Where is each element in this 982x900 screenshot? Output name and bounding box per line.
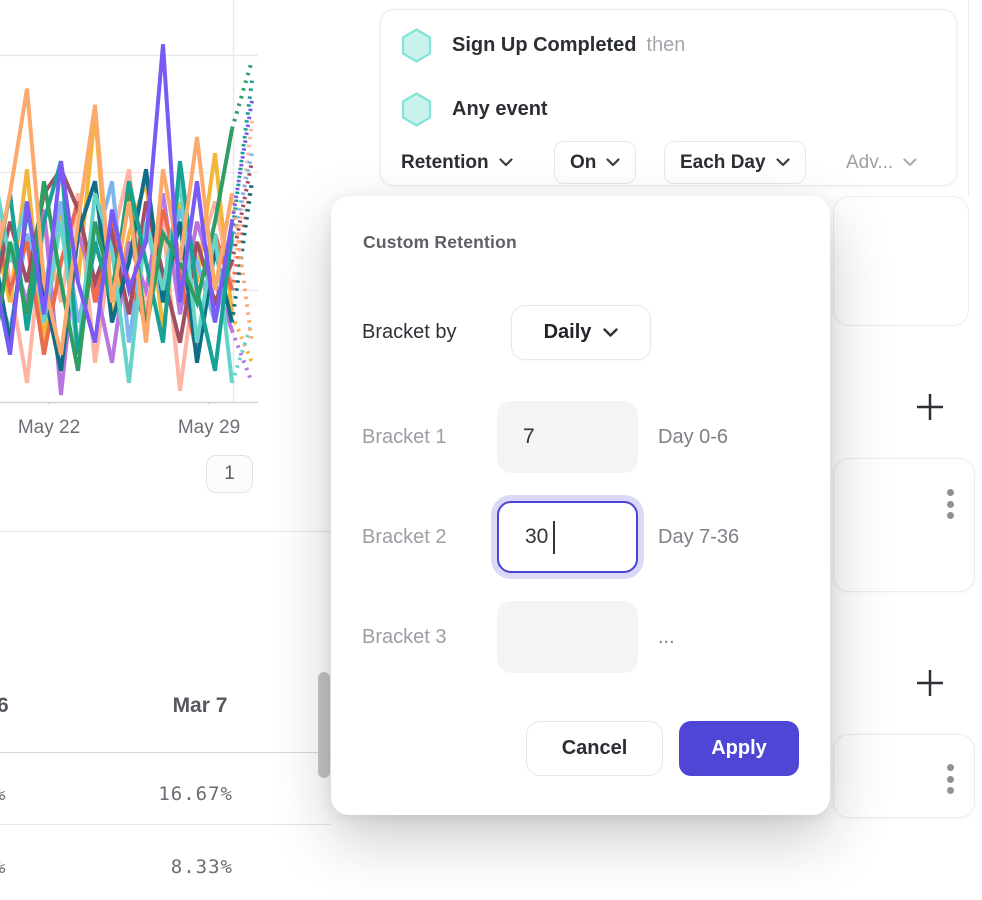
bracket-row-2: Bracket 2 Day 7-36 [331,501,830,573]
kebab-dot [946,764,954,771]
apply-button[interactable]: Apply [679,721,799,776]
chart-line-projection-orange [230,193,254,343]
chevron-down-icon [603,327,619,337]
add-metric-button[interactable] [914,391,946,423]
kebab-dot [946,512,954,519]
retention-chart-svg [0,0,258,404]
table-cell-partial: % [0,783,6,805]
bracket-2-range: Day 7-36 [658,526,740,548]
bracket-by-row: Bracket by Daily [331,305,830,360]
kebab-dot [946,787,954,794]
metric-card [833,458,975,592]
bracket-2-label: Bracket 2 [362,526,447,548]
kebab-menu-button[interactable] [938,489,962,519]
bracket-2-input-focused[interactable] [497,501,638,573]
kebab-dot [946,500,954,508]
text-cursor [553,521,555,554]
bracket-by-label: Bracket by [362,321,457,343]
on-dropdown[interactable]: On [554,141,637,184]
pagination-page-1[interactable]: 1 [206,455,253,493]
bracket-1-range: Day 0-6 [658,426,729,448]
kebab-dot [946,775,954,783]
bracket-3-range: ... [658,626,675,648]
table-cell-partial: % [0,856,6,878]
bracket-row-3: Bracket 3 ... [331,601,830,673]
each-day-dropdown-label: Each Day [680,151,766,173]
table-header-partial: 6 [0,694,9,717]
retention-chart [0,0,262,404]
bracket-row-1: Bracket 1 Day 0-6 [331,401,830,473]
bracket-1-label: Bracket 1 [362,426,447,448]
event-hexagon-icon [401,27,432,63]
table-row-divider [0,824,331,825]
event-step-row[interactable]: Sign Up Completed then [401,26,685,64]
table-cell-value: 16.67% [158,783,233,805]
cancel-button[interactable]: Cancel [526,721,663,776]
query-builder-card: Sign Up Completed then Any event Retentio… [380,9,957,186]
each-day-dropdown[interactable]: Each Day [664,141,806,184]
chart-line-projection-maroon [230,160,254,263]
chart-line-orange [0,88,234,356]
kebab-menu-button[interactable] [938,764,962,794]
x-tick-label-may22: May 22 [17,417,81,438]
modal-buttons: Cancel Apply [331,721,830,776]
bracket-3-input[interactable] [497,601,638,673]
metric-card [833,734,975,818]
right-panel-edge [968,0,969,196]
chart-line-projection-amber [230,313,254,364]
table-header-mar7: Mar 7 [172,694,228,717]
custom-retention-modal: Custom Retention Bracket by Daily Bracke… [331,196,830,815]
metric-card-behind-modal [833,196,969,326]
event-name: Sign Up Completed [452,33,637,56]
advanced-dropdown-label: Adv... [846,151,894,173]
chevron-down-icon [903,158,917,167]
event-step-row[interactable]: Any event [401,90,548,128]
query-controls-row: Retention On Each Day Adv... [381,141,956,184]
chevron-down-icon [775,158,790,167]
event-name: Any event [452,97,548,120]
on-dropdown-label: On [570,151,597,173]
retention-dropdown-label: Retention [401,151,489,173]
chevron-down-icon [499,158,513,167]
bracket-1-input[interactable] [497,401,638,473]
table-header-divider [0,752,331,753]
x-tick-label-may29: May 29 [177,417,241,438]
bracket-by-value: Daily [543,321,592,343]
bracket-3-label: Bracket 3 [362,626,447,648]
chart-line-projection-coral [230,180,254,291]
chevron-down-icon [606,158,620,167]
chart-line-purple [0,44,234,355]
add-metric-button[interactable] [914,667,946,699]
retention-dropdown[interactable]: Retention [401,141,513,184]
kebab-dot [946,489,954,496]
event-suffix-then: then [646,33,686,56]
chart-line-projection-orchid [230,329,254,384]
advanced-dropdown[interactable]: Adv... [846,141,917,184]
table-cell-value: 8.33% [170,856,233,878]
chart-line-projection-teal [230,80,254,234]
bracket-by-dropdown[interactable]: Daily [511,305,651,360]
section-divider [0,531,331,532]
event-hexagon-icon [401,91,432,127]
vertical-scrollbar-thumb[interactable] [318,672,330,778]
modal-title: Custom Retention [363,232,517,252]
